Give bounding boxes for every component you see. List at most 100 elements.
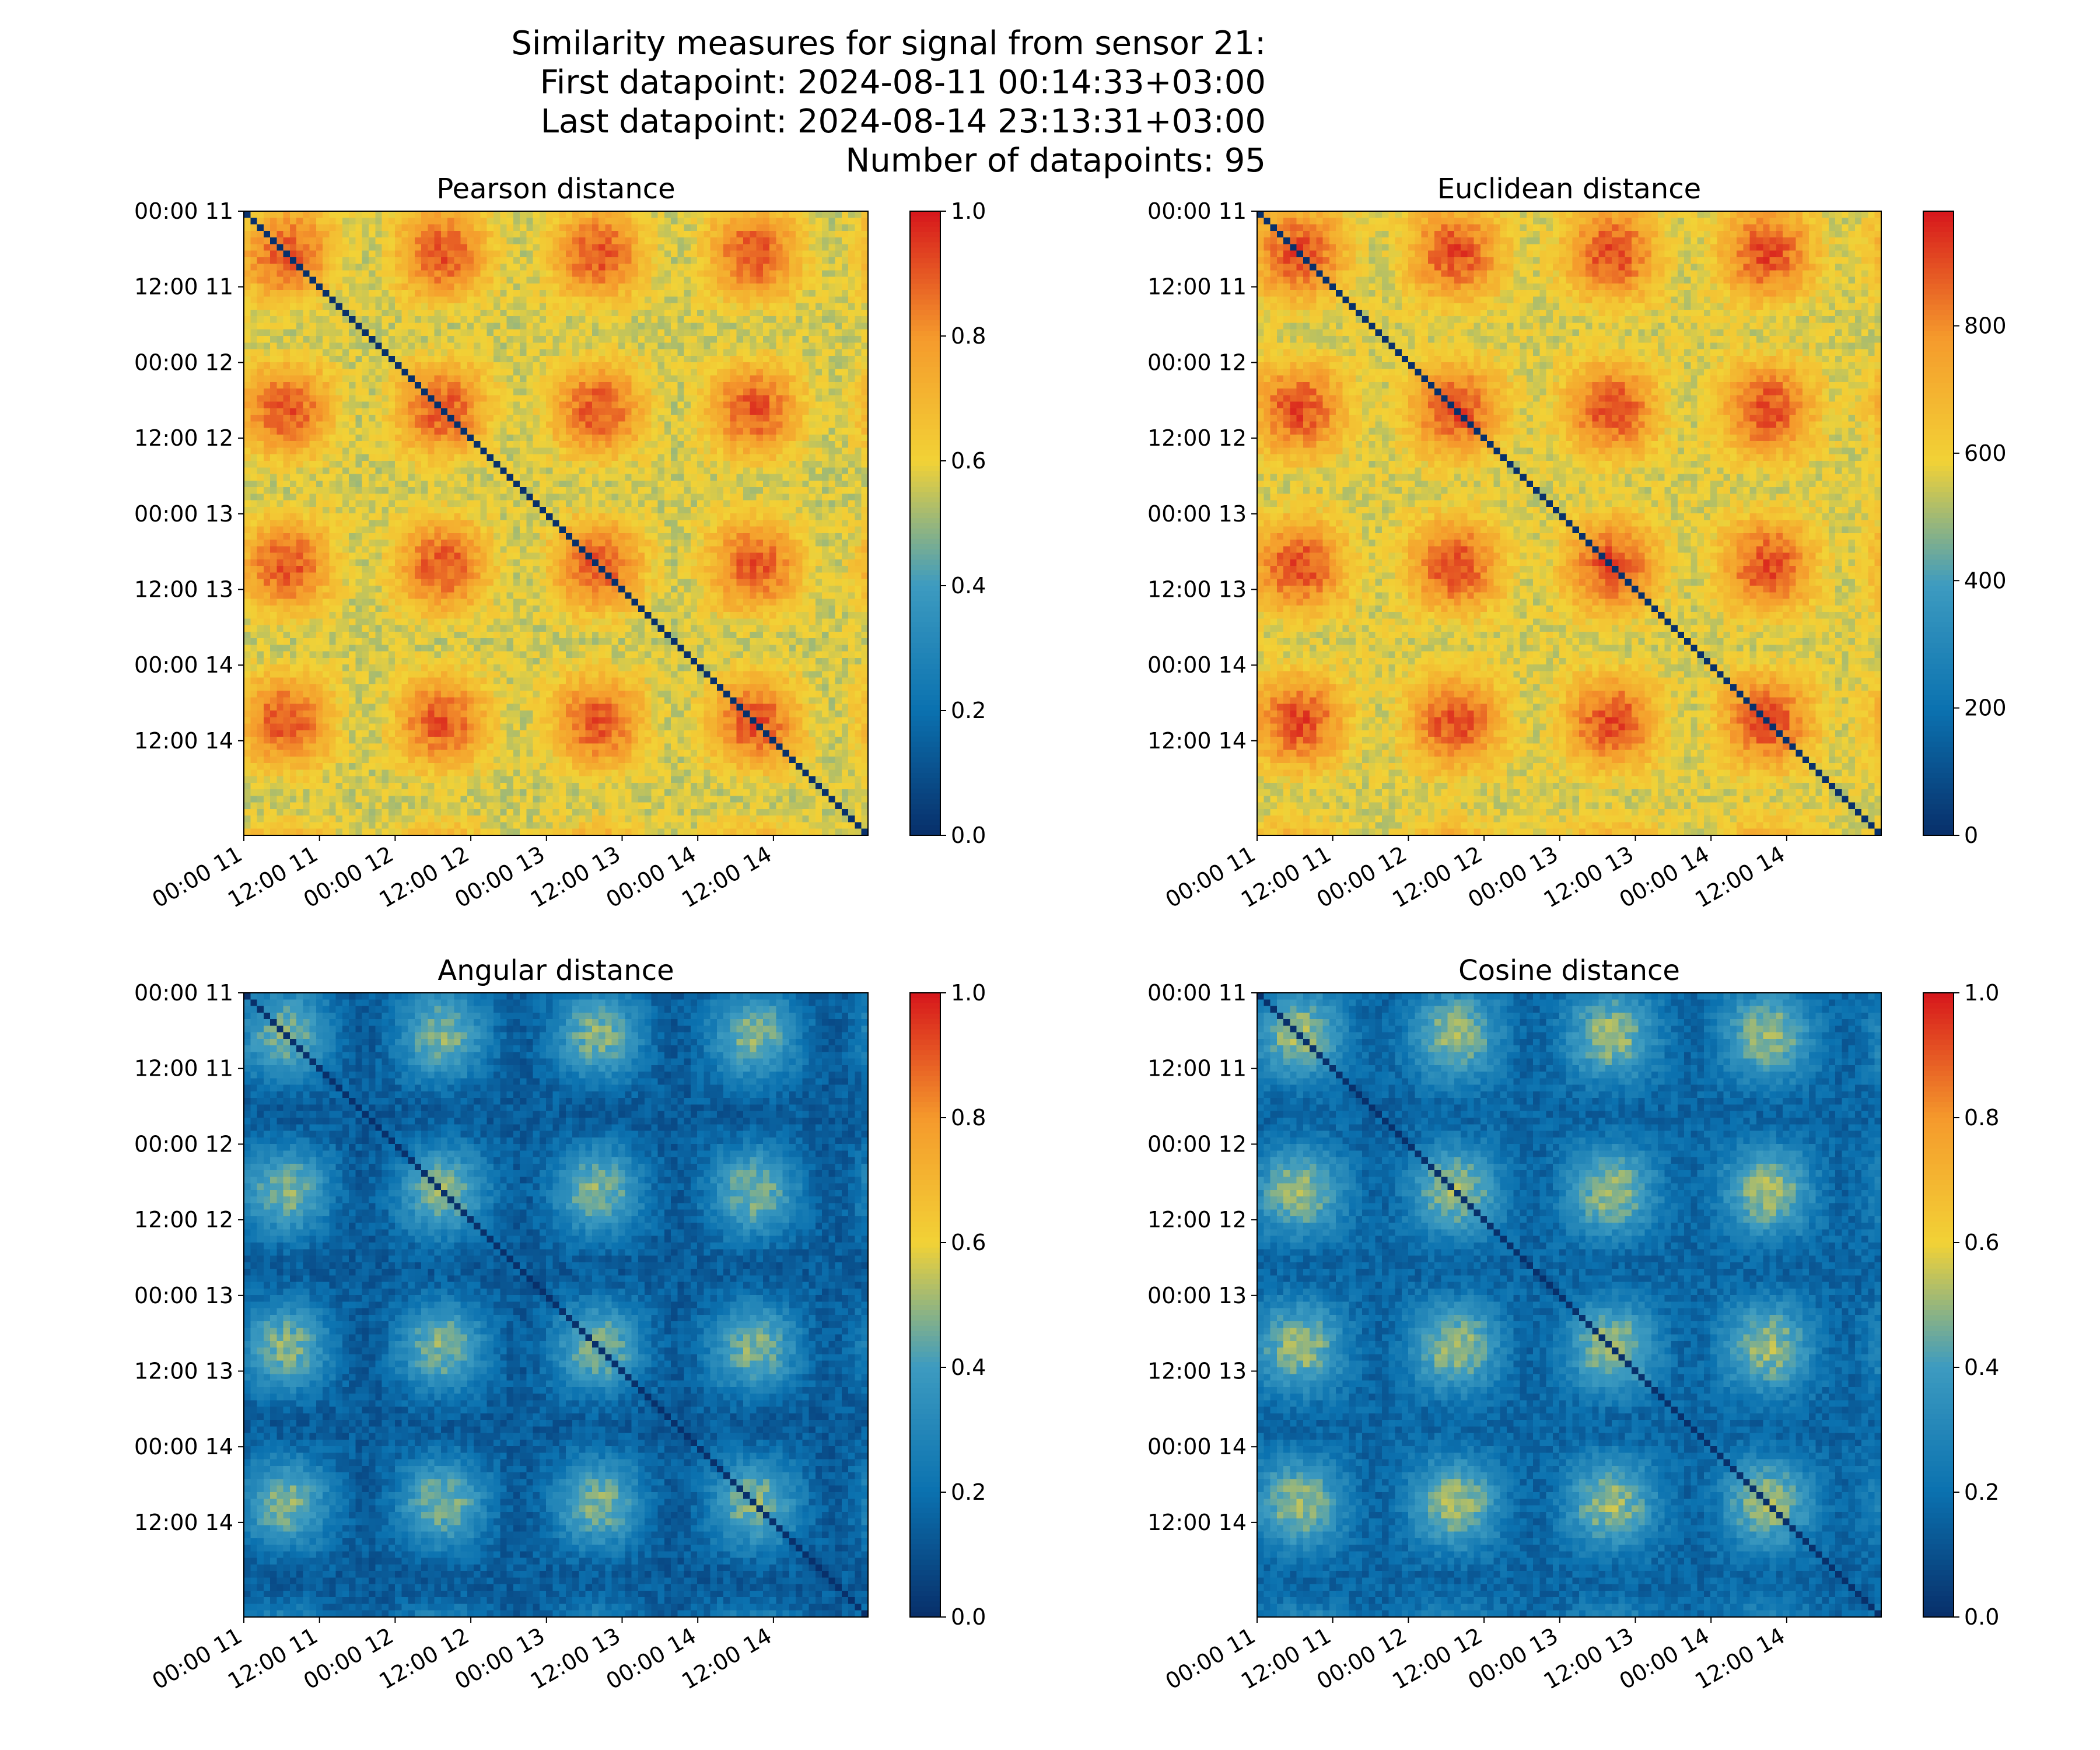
heatmap-cell (750, 323, 757, 330)
heatmap-cell (723, 336, 730, 343)
heatmap-cell (822, 218, 829, 225)
heatmap-cell (447, 264, 454, 271)
heatmap-cell (697, 376, 704, 383)
heatmap-cell (382, 310, 389, 317)
heatmap-cell (862, 231, 869, 238)
heatmap-cell (816, 330, 822, 337)
heatmap-cell (540, 225, 547, 232)
heatmap-cell (421, 284, 428, 290)
heatmap-cell (710, 356, 718, 363)
heatmap-cell (789, 251, 796, 258)
heatmap-cell (323, 218, 330, 225)
heatmap-cell (586, 296, 593, 303)
heatmap-cell (310, 336, 317, 343)
heatmap-cell (572, 356, 579, 363)
heatmap-cell (789, 270, 796, 277)
heatmap-cell (362, 277, 369, 284)
heatmap-cell (651, 277, 658, 284)
heatmap-cell (855, 290, 862, 297)
heatmap-cell (598, 211, 606, 218)
heatmap-cell (323, 316, 330, 323)
heatmap-cell (651, 336, 658, 343)
heatmap-cell (566, 257, 573, 264)
heatmap-cell (645, 290, 652, 297)
heatmap-cell (520, 244, 527, 251)
heatmap-cell (284, 349, 290, 356)
heatmap-cell (395, 349, 402, 356)
heatmap-cell (336, 362, 343, 369)
heatmap-cell (828, 369, 835, 376)
heatmap-cell (704, 330, 710, 337)
heatmap-cell (494, 244, 501, 251)
heatmap-cell (250, 296, 257, 303)
heatmap-cell (244, 296, 251, 303)
heatmap-cell (362, 369, 369, 376)
heatmap-cell (382, 277, 389, 284)
heatmap-cell (618, 316, 625, 323)
heatmap-cell (342, 342, 349, 349)
heatmap-cell (546, 303, 553, 310)
heatmap-cell (632, 369, 639, 376)
heatmap-cell (276, 342, 284, 349)
heatmap-cell (848, 257, 855, 264)
heatmap-cell (559, 231, 566, 238)
heatmap-cell (264, 310, 271, 317)
heatmap-cell (559, 316, 566, 323)
heatmap-cell (303, 303, 310, 310)
heatmap-cell (796, 218, 803, 225)
heatmap-cell (276, 270, 284, 277)
heatmap-cell (730, 310, 737, 317)
suptitle-line-1: Similarity measures for signal from sens… (511, 24, 1266, 62)
heatmap-cell (526, 310, 533, 317)
heatmap-cell (355, 264, 362, 271)
heatmap-cell (750, 244, 757, 251)
heatmap-cell (789, 237, 796, 244)
heatmap-cell (579, 251, 586, 258)
heatmap-cell (408, 225, 415, 232)
heatmap-cell (658, 310, 665, 317)
heatmap-cell (677, 323, 684, 330)
heatmap-cell (730, 362, 737, 369)
heatmap-cell (270, 270, 277, 277)
heatmap-cell (730, 323, 737, 330)
heatmap-cell (697, 225, 704, 232)
heatmap-cell (848, 211, 855, 218)
heatmap-cell (388, 231, 396, 238)
heatmap-cell (382, 376, 389, 383)
heatmap-cell (467, 316, 474, 323)
heatmap-cell (816, 277, 822, 284)
heatmap-cell (395, 257, 402, 264)
heatmap-cell (776, 244, 783, 251)
heatmap-cell (447, 376, 454, 383)
heatmap-cell (704, 342, 710, 349)
heatmap-cell (632, 277, 639, 284)
heatmap-cell (572, 362, 579, 369)
heatmap-cell (401, 257, 408, 264)
heatmap-cell (395, 277, 402, 284)
heatmap-cell (415, 237, 422, 244)
heatmap-cell (572, 211, 579, 218)
heatmap-cell (362, 244, 369, 251)
heatmap-cell (684, 316, 691, 323)
heatmap-cell (783, 284, 790, 290)
heatmap-cell (264, 211, 271, 218)
heatmap-cell (612, 251, 619, 258)
heatmap-cell (244, 323, 251, 330)
heatmap-cell (513, 237, 520, 244)
heatmap-cell (454, 284, 461, 290)
heatmap-cell (552, 244, 559, 251)
heatmap-cell (349, 237, 356, 244)
heatmap-cell (632, 237, 639, 244)
heatmap-cell (395, 303, 402, 310)
heatmap-cell (802, 244, 809, 251)
heatmap-cell (789, 296, 796, 303)
heatmap-cell (658, 362, 665, 369)
heatmap-cell (579, 369, 586, 376)
heatmap-cell (750, 349, 757, 356)
heatmap-cell (500, 316, 507, 323)
heatmap-cell (435, 362, 442, 369)
heatmap-cell (776, 211, 783, 218)
heatmap-cell (737, 237, 744, 244)
heatmap-cell (743, 330, 750, 337)
heatmap-cell (677, 257, 684, 264)
